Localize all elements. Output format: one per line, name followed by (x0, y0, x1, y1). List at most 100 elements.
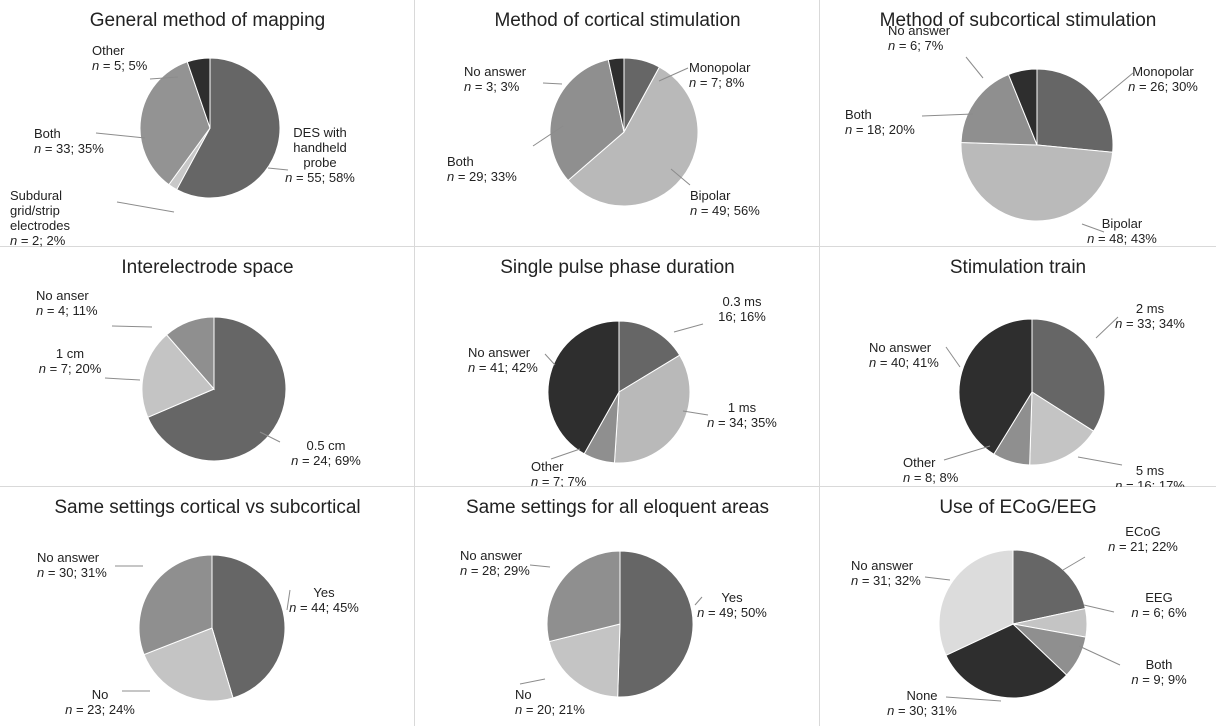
slice-label-bipolar: Bipolar n = 49; 56% (690, 188, 760, 218)
leader-line (1081, 223, 1105, 233)
leader-line (149, 76, 179, 80)
leader-line (694, 596, 703, 606)
slice-label-other: Other n = 8; 8% (903, 455, 959, 485)
slice-label-no-answer: No answer n = 6; 7% (888, 23, 951, 53)
pie-slice-no-answer (138, 554, 213, 656)
leader-line (943, 445, 991, 461)
slice-label-1-ms: 1 ms n = 34; 35% (707, 400, 777, 430)
pie-chart-svg: Stimulation train 2 ms n = 33; 34% 5 ms n = … (869, 257, 1185, 487)
pie-slice-both (960, 73, 1038, 146)
leader-line (670, 168, 691, 186)
pie-chart-svg: Single pulse phase duration 0.3 ms 16; 16%… (468, 257, 777, 487)
pie-slice-yes (617, 550, 694, 698)
slice-label-other: Other n = 5; 5% (92, 43, 148, 73)
pie-slice-5-ms (1029, 391, 1095, 466)
chart-title: Same settings cortical vs subcortical (54, 497, 360, 518)
pie-panel-same-settings-for-all-eloquent-areas: Same settings for all eloquent areas Yes n… (415, 487, 820, 726)
pie-slice-yes (211, 554, 286, 699)
slice-label-both: Both n = 18; 20% (845, 107, 915, 137)
pie-panel-use-of-ecog-eeg: Use of ECoG/EEG ECoG n = 21; 22% EEG n = 6; … (820, 487, 1216, 726)
slice-label-yes: Yes n = 49; 50% (697, 590, 767, 620)
pie-slice-none (945, 623, 1068, 699)
pie-panel-general-method-of-mapping: General method of mapping DES with handhel… (0, 0, 415, 247)
slice-label-no: No n = 20; 21% (515, 687, 585, 717)
pie-slice-bipolar (960, 142, 1114, 222)
leader-line (550, 448, 581, 460)
leader-line (259, 431, 281, 443)
pie-slice-0-3-ms (618, 320, 681, 393)
leader-line (542, 82, 563, 85)
slice-label-yes: Yes n = 44; 45% (289, 585, 359, 615)
slice-label-eeg: EEG n = 6; 6% (1131, 590, 1187, 620)
chart-title: Single pulse phase duration (500, 257, 735, 278)
pie-panel-method-of-subcortical-stimulation: Method of subcortical stimulation Monopol… (820, 0, 1216, 247)
leader-line (519, 678, 546, 685)
pie-chart-svg: General method of mapping DES with handhel… (10, 10, 355, 247)
leader-line (532, 125, 564, 147)
pie-chart-svg: Same settings cortical vs subcortical Yes… (37, 497, 361, 717)
slice-label-none: None n = 30; 31% (887, 688, 957, 718)
chart-title: General method of mapping (90, 10, 326, 31)
slice-label-no-answer: No answer n = 3; 3% (464, 64, 527, 94)
leader-line (1062, 556, 1086, 571)
chart-title: Method of subcortical stimulation (880, 10, 1157, 31)
leader-line (111, 325, 153, 328)
leader-line (529, 564, 551, 568)
pie-panel-interelectrode-space: Interelectrode space 0.5 cm n = 24; 69% 1 c… (0, 247, 415, 487)
pie-slice-no-answer (1007, 68, 1038, 146)
pie-chart-svg: Interelectrode space 0.5 cm n = 24; 69% 1 c… (36, 257, 361, 468)
pie-slice-ecog (1012, 549, 1086, 625)
pie-chart-svg: Method of subcortical stimulation Monopol… (845, 10, 1198, 246)
pie-chart-svg: Same settings for all eloquent areas Yes n… (460, 497, 769, 717)
slice-label-ecog: ECoG n = 21; 22% (1108, 524, 1178, 554)
slice-label-no-anser: No anser n = 4; 11% (36, 288, 98, 318)
pie-slice-no-answer (938, 549, 1014, 656)
slice-label-no-answer: No answer n = 31; 32% (851, 558, 921, 588)
pie-panel-same-settings-cortical-vs-subcortical: Same settings cortical vs subcortical Yes… (0, 487, 415, 726)
chart-title: Method of cortical stimulation (494, 10, 740, 31)
pie-slice-both (139, 61, 211, 186)
slice-label-both: Both n = 29; 33% (447, 154, 517, 184)
pie-slice-both (549, 59, 625, 182)
chart-title: Use of ECoG/EEG (939, 497, 1096, 518)
leader-line (95, 132, 146, 139)
leader-line (945, 696, 1002, 702)
pie-slice-1-cm (141, 334, 215, 418)
pie-chart-svg: Use of ECoG/EEG ECoG n = 21; 22% EEG n = 6; … (851, 497, 1187, 718)
slice-label-both: Both n = 33; 35% (34, 126, 104, 156)
leader-line (673, 323, 704, 333)
pie-slice-no-answer (607, 57, 625, 133)
leader-line (1083, 604, 1115, 613)
slice-label-5-ms: 5 ms n = 16; 17% (1115, 463, 1185, 487)
pie-slice-no-answer (547, 320, 620, 455)
pie-slice-0-5-cm (147, 316, 287, 462)
leader-line (267, 167, 289, 171)
chart-title: Stimulation train (950, 257, 1086, 278)
leader-line (658, 67, 689, 82)
pie-slice-no-answer (958, 318, 1033, 455)
slice-label-subdural-grid-strip-electrodes: Subdural grid/strip electrodes n = 2; 2% (10, 188, 70, 247)
pie-slice-other (186, 57, 211, 129)
leader-line (1078, 645, 1121, 666)
leader-line (682, 410, 709, 416)
slice-label-2-ms: 2 ms n = 33; 34% (1115, 301, 1185, 331)
slice-label-no-answer: No answer n = 41; 42% (468, 345, 538, 375)
chart-title: Interelectrode space (121, 257, 293, 278)
pie-slice-no (548, 623, 621, 698)
pie-chart-svg: Method of cortical stimulation Monopolar n… (447, 10, 760, 218)
slice-label-0-5-cm: 0.5 cm n = 24; 69% (291, 438, 361, 468)
pie-panel-single-pulse-phase-duration: Single pulse phase duration 0.3 ms 16; 16%… (415, 247, 820, 487)
leader-line (286, 589, 291, 611)
slice-label-des-with-handheld-probe: DES with handheld probe n = 55; 58% (285, 125, 355, 185)
slice-label-monopolar: Monopolar n = 7; 8% (689, 60, 751, 90)
pie-slice-1-ms (613, 354, 691, 464)
leader-line (1077, 456, 1123, 466)
leader-line (924, 576, 951, 581)
slice-label-1-cm: 1 cm n = 7; 20% (39, 346, 102, 376)
leader-line (104, 377, 141, 381)
leader-line (945, 346, 961, 368)
pie-panel-stimulation-train: Stimulation train 2 ms n = 33; 34% 5 ms n = … (820, 247, 1216, 487)
chart-title: Same settings for all eloquent areas (466, 497, 769, 518)
pie-slice-no-anser (165, 316, 215, 391)
